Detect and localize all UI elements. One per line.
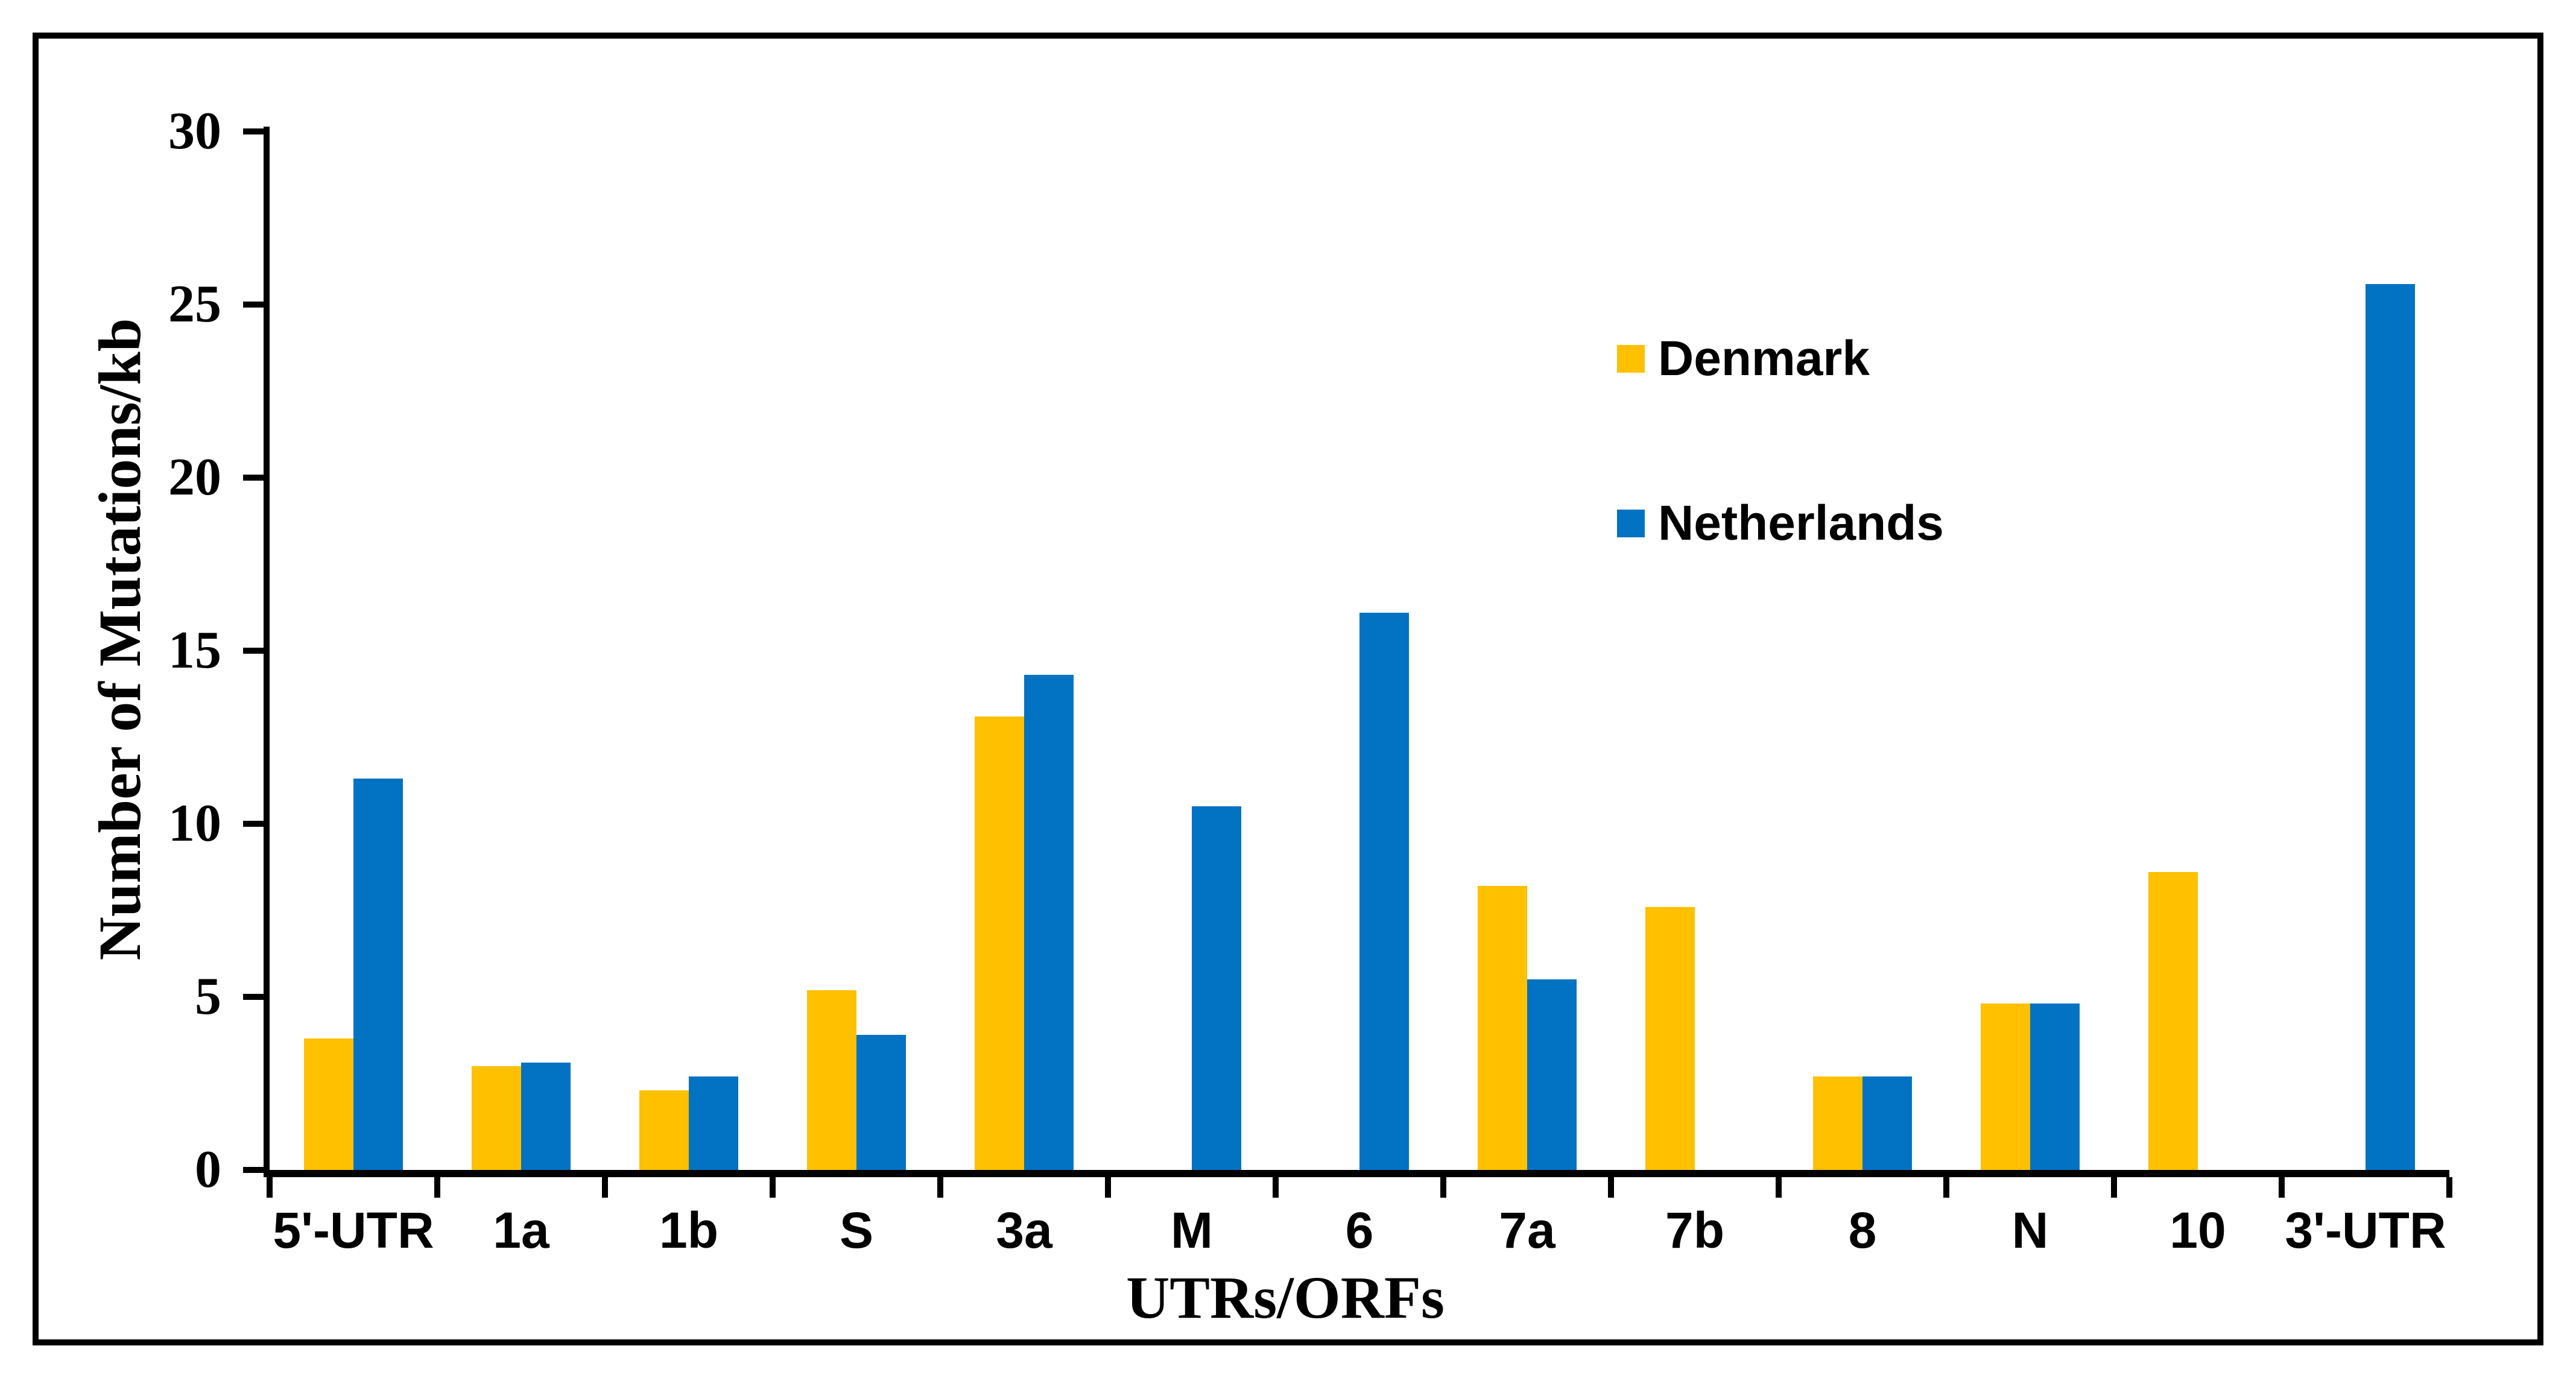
x-axis-title: UTRs/ORFs — [1126, 1264, 1445, 1331]
bar-denmark-1b — [639, 1090, 689, 1170]
bar-denmark-N — [1981, 1003, 2030, 1170]
x-tick-label-1a: 1a — [493, 1202, 549, 1259]
x-tick-13 — [2446, 1177, 2452, 1198]
x-tick-label-1b: 1b — [659, 1202, 719, 1259]
x-tick-3 — [770, 1177, 776, 1198]
x-axis-line — [264, 1170, 2449, 1177]
legend-swatch-netherlands — [1617, 510, 1645, 537]
bar-netherlands-N — [2030, 1003, 2080, 1170]
bar-netherlands-1b — [689, 1076, 738, 1170]
bar-denmark-7b — [1645, 906, 1695, 1170]
bar-denmark-8 — [1813, 1076, 1862, 1170]
legend-entry-netherlands: Netherlands — [1617, 499, 2461, 558]
x-tick-label-3'-UTR: 3'-UTR — [2285, 1202, 2446, 1259]
x-tick-label-10: 10 — [2169, 1202, 2226, 1259]
x-tick-1 — [434, 1177, 440, 1198]
bar-netherlands-3a — [1024, 675, 1074, 1170]
bar-denmark-7a — [1478, 886, 1527, 1170]
y-tick-30 — [243, 128, 264, 134]
bar-netherlands-M — [1192, 806, 1241, 1170]
x-tick-label-6: 6 — [1345, 1202, 1374, 1259]
figure-border: Number of Mutations/kb Denmark Netherlan… — [33, 33, 2543, 1345]
x-tick-0 — [267, 1177, 273, 1198]
x-tick-4 — [937, 1177, 943, 1198]
y-tick-0 — [243, 1167, 264, 1173]
bar-denmark-10 — [2148, 872, 2198, 1170]
y-tick-10 — [243, 821, 264, 827]
legend-swatch-denmark — [1617, 345, 1645, 373]
x-tick-2 — [601, 1177, 608, 1198]
x-tick-6 — [1273, 1177, 1279, 1198]
y-tick-20 — [243, 475, 264, 481]
bar-netherlands-7a — [1527, 979, 1577, 1170]
bar-netherlands-S — [856, 1035, 906, 1170]
x-tick-10 — [1943, 1177, 1949, 1198]
x-tick-label-S: S — [839, 1202, 874, 1259]
y-tick-label-25: 25 — [168, 275, 221, 333]
bar-denmark-1a — [472, 1066, 521, 1170]
y-tick-label-20: 20 — [168, 448, 221, 507]
bar-denmark-S — [806, 990, 856, 1170]
x-tick-9 — [1775, 1177, 1782, 1198]
bar-netherlands-5'-UTR — [353, 779, 403, 1170]
x-tick-label-N: N — [2011, 1202, 2049, 1259]
bar-netherlands-3'-UTR — [2366, 283, 2415, 1170]
x-tick-label-7b: 7b — [1665, 1202, 1725, 1259]
x-tick-5 — [1105, 1177, 1111, 1198]
x-tick-label-7a: 7a — [1499, 1202, 1555, 1259]
y-tick-label-0: 0 — [195, 1140, 221, 1199]
x-tick-label-3a: 3a — [996, 1202, 1052, 1259]
y-axis-line — [264, 127, 270, 1177]
y-tick-label-10: 10 — [168, 794, 221, 853]
x-tick-8 — [1607, 1177, 1614, 1198]
x-tick-12 — [2279, 1177, 2285, 1198]
x-tick-11 — [2111, 1177, 2117, 1198]
y-tick-5 — [243, 994, 264, 1000]
bar-netherlands-1a — [521, 1063, 571, 1170]
y-tick-25 — [243, 302, 264, 308]
y-tick-label-5: 5 — [195, 967, 221, 1026]
plot-area: Denmark Netherlands 0 5 10 15 20 25 30 5'-UTR 1a… — [168, 105, 2452, 1256]
x-tick-label-M: M — [1171, 1202, 1213, 1259]
legend-label-netherlands: Netherlands — [1658, 496, 1944, 551]
y-tick-15 — [243, 648, 264, 654]
bar-denmark-5'-UTR — [303, 1038, 353, 1170]
x-tick-label-8: 8 — [1848, 1202, 1877, 1259]
y-tick-label-30: 30 — [168, 102, 221, 160]
bar-denmark-3a — [974, 716, 1024, 1170]
bar-netherlands-6 — [1359, 612, 1409, 1170]
y-tick-label-15: 15 — [168, 621, 221, 680]
x-tick-label-5'-UTR: 5'-UTR — [273, 1202, 434, 1259]
legend-entry-denmark: Denmark — [1617, 334, 2461, 393]
legend-label-denmark: Denmark — [1658, 331, 1870, 386]
x-tick-7 — [1440, 1177, 1446, 1198]
bar-netherlands-8 — [1862, 1076, 1912, 1170]
